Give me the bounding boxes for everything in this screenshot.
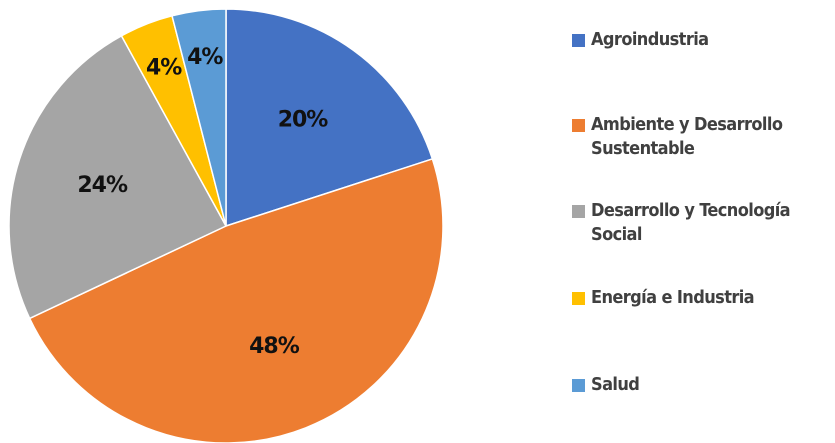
legend-swatch: [572, 292, 585, 305]
data-label: 4%: [187, 45, 223, 70]
data-label: 24%: [77, 173, 128, 198]
legend-label: Desarrollo y Tecnología Social: [591, 200, 791, 245]
pie-slice: [171, 8, 227, 227]
legend-swatch: [572, 205, 585, 218]
legend-swatch: [572, 379, 585, 392]
legend-item: Salud: [572, 373, 834, 397]
legend-swatch: [572, 119, 585, 132]
pie-slice: [28, 157, 444, 443]
legend-item: Energía e Industria: [572, 286, 834, 310]
legend-item: Agroindustria: [572, 28, 834, 52]
data-label: 4%: [146, 56, 182, 81]
legend-label: Agroindustria: [591, 29, 709, 50]
legend-item: Ambiente y Desarrollo Sustentable: [572, 113, 834, 161]
data-label: 48%: [249, 334, 300, 359]
legend-label: Salud: [591, 374, 640, 395]
legend-item: Desarrollo y Tecnología Social: [572, 199, 834, 247]
pie-slice: [225, 8, 434, 228]
data-label: 20%: [278, 108, 329, 133]
pie-slice: [8, 34, 228, 320]
legend-swatch: [572, 34, 585, 47]
legend-label: Ambiente y Desarrollo Sustentable: [591, 114, 783, 159]
legend-label: Energía e Industria: [591, 287, 755, 308]
